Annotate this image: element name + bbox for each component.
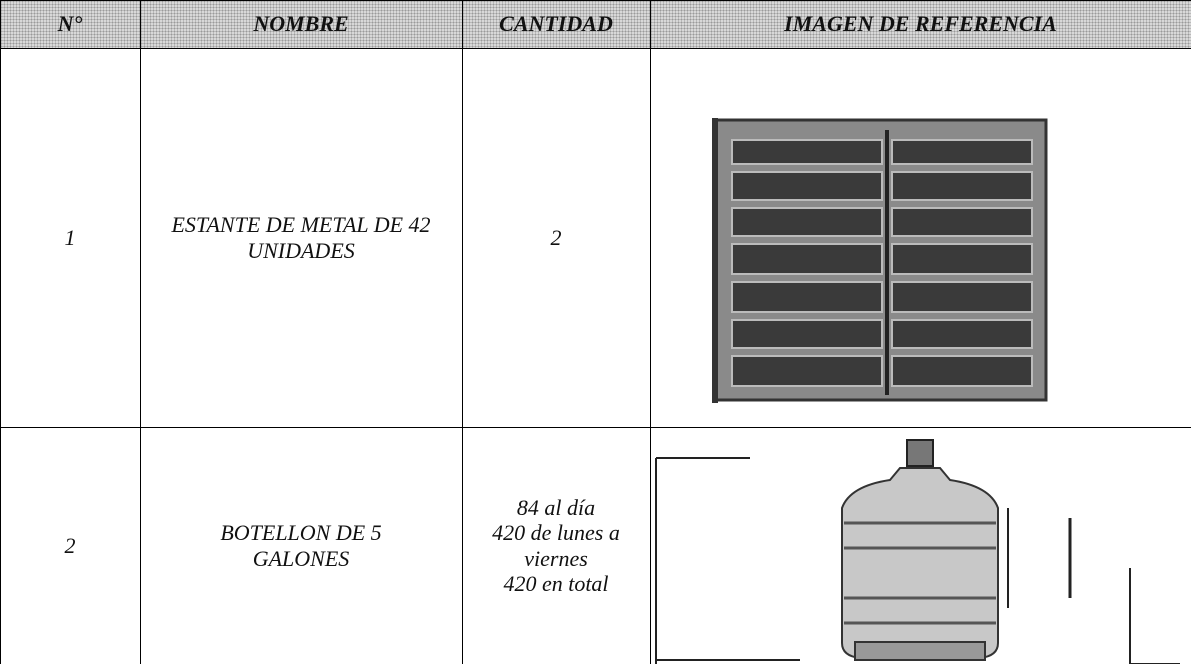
header-cell: N°: [0, 0, 140, 48]
cell-number: 2: [64, 532, 76, 558]
quantity-line: 420 de lunes a viernes: [492, 520, 620, 571]
border: [0, 0, 1, 664]
border: [0, 427, 1191, 428]
cell-quantity: 2: [550, 224, 562, 250]
border: [0, 0, 1191, 1]
cell-name: BOTELLON DE 5 GALONES: [220, 520, 382, 571]
shelf-image: [712, 118, 1048, 403]
header-cell: NOMBRE: [140, 0, 462, 48]
cell-number: 1: [64, 224, 76, 250]
border: [650, 0, 651, 664]
border: [462, 0, 463, 664]
cell-name: ESTANTE DE METAL DE 42 UNIDADES: [171, 212, 431, 263]
quantity-line: 420 en total: [503, 570, 609, 596]
header-cell: IMAGEN DE REFERENCIA: [650, 0, 1191, 48]
quantity-lines: 84 al día 420 de lunes a viernes 420 en …: [471, 495, 641, 596]
header-cell: CANTIDAD: [462, 0, 650, 48]
bottle-image: [655, 439, 1180, 664]
border: [0, 48, 1191, 49]
cell-quantity: 84 al día 420 de lunes a viernes 420 en …: [462, 427, 650, 664]
border: [140, 0, 141, 664]
quantity-line: 84 al día: [516, 494, 596, 520]
